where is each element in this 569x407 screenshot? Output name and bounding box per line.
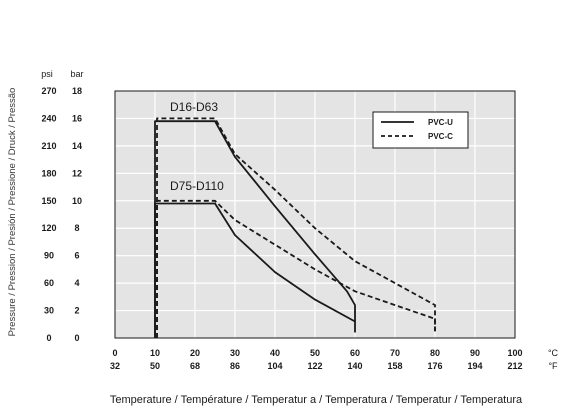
y-tick-label-psi: 30 [44, 306, 54, 316]
legend: PVC-U PVC-C [372, 111, 469, 149]
x-tick-label-celsius: 20 [190, 348, 200, 358]
x-ticks: 0 32 10 50 20 68 30 86 40 104 50 122 60 140 70 158 80 176… [110, 348, 523, 371]
x-tick-label-fahrenheit: 158 [387, 361, 402, 371]
y-tick-label-psi: 60 [44, 278, 54, 288]
x-tick-label-celsius: 90 [470, 348, 480, 358]
x-unit-celsius: °C [548, 348, 559, 358]
legend-label-pvc-c: PVC-C [428, 132, 453, 141]
x-tick-label-fahrenheit: 140 [347, 361, 362, 371]
series-line-pvc-c-d16-d63 [156, 117, 436, 338]
y-tick-label-bar: 14 [72, 141, 82, 151]
x-tick-label-fahrenheit: 32 [110, 361, 120, 371]
curves [154, 117, 436, 338]
y-unit-psi: psi [41, 69, 53, 79]
y-tick-label-bar: 6 [74, 251, 79, 261]
legend-box [372, 111, 469, 149]
x-tick-label-celsius: 40 [270, 348, 280, 358]
y-tick-label-bar: 2 [74, 306, 79, 316]
x-tick-label-fahrenheit: 104 [267, 361, 282, 371]
x-tick-label-fahrenheit: 212 [507, 361, 522, 371]
x-tick-label-celsius: 60 [350, 348, 360, 358]
x-tick-label-fahrenheit: 176 [427, 361, 442, 371]
x-tick-label-celsius: 30 [230, 348, 240, 358]
x-tick-label-celsius: 80 [430, 348, 440, 358]
x-unit-fahrenheit: °F [548, 361, 558, 371]
series-line-pvc-u-d75-d110 [154, 202, 356, 338]
y-tick-label-psi: 0 [46, 333, 51, 343]
y-tick-label-psi: 120 [41, 223, 56, 233]
y-tick-label-bar: 8 [74, 223, 79, 233]
y-unit-bar: bar [70, 69, 83, 79]
legend-label-pvc-u: PVC-U [428, 118, 453, 127]
y-tick-label-bar: 18 [72, 86, 82, 96]
annotation-d16-d63: D16-D63 [170, 100, 218, 114]
x-tick-label-celsius: 50 [310, 348, 320, 358]
annotation-d75-d110: D75-D110 [170, 179, 224, 193]
x-axis-label: Temperature / Température / Temperatur a… [110, 394, 523, 406]
y-tick-label-psi: 90 [44, 251, 54, 261]
y-tick-label-psi: 240 [41, 113, 56, 123]
y-axis-label: Pressure / Pression / Presión / Pression… [7, 88, 18, 337]
y-tick-label-bar: 16 [72, 113, 82, 123]
x-tick-label-fahrenheit: 50 [150, 361, 160, 371]
x-tick-label-fahrenheit: 86 [230, 361, 240, 371]
y-tick-label-psi: 180 [41, 168, 56, 178]
x-tick-label-fahrenheit: 122 [307, 361, 322, 371]
x-tick-label-celsius: 0 [112, 348, 117, 358]
y-ticks: 0 0 2 30 4 60 6 90 8 120 10 150 12 180 14 210 16 240 18 270 [41, 86, 82, 343]
y-tick-label-bar: 4 [74, 278, 79, 288]
y-tick-label-psi: 210 [41, 141, 56, 151]
series-line-pvc-c-d75-d110 [156, 199, 436, 338]
y-tick-label-bar: 0 [74, 333, 79, 343]
x-tick-label-celsius: 70 [390, 348, 400, 358]
x-tick-label-fahrenheit: 68 [190, 361, 200, 371]
x-tick-label-celsius: 10 [150, 348, 160, 358]
y-tick-label-psi: 270 [41, 86, 56, 96]
plot-frame [114, 90, 516, 339]
series-line-pvc-u-d16-d63 [154, 120, 356, 338]
y-tick-label-psi: 150 [41, 196, 56, 206]
y-tick-label-bar: 10 [72, 196, 82, 206]
x-tick-label-celsius: 100 [507, 348, 522, 358]
y-tick-label-bar: 12 [72, 168, 82, 178]
x-tick-label-fahrenheit: 194 [467, 361, 482, 371]
